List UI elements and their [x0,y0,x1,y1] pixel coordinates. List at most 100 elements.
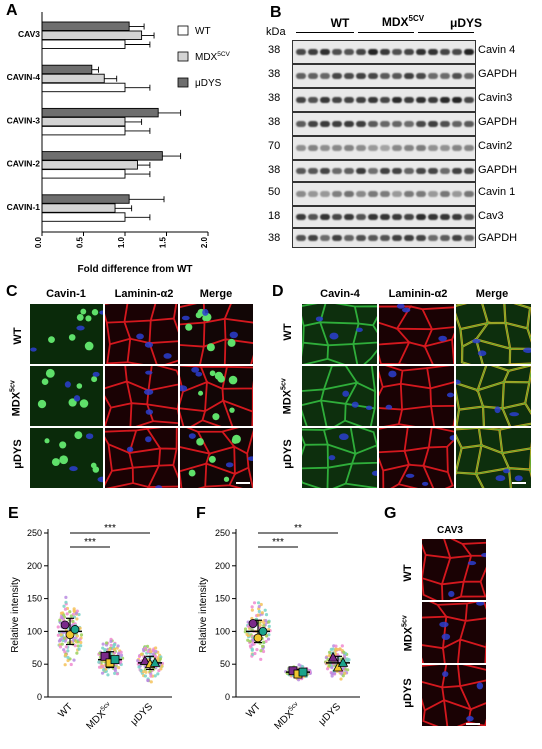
micrograph-c-r1-c1-image [105,366,178,426]
kda-marker: 70 [268,140,281,152]
blot-band [392,190,402,198]
data-point [262,640,266,644]
micrograph-g-r0 [422,539,486,600]
y-tick-label: 150 [27,594,42,604]
blot-strip [292,88,476,112]
data-point [65,612,69,616]
blot-band [296,168,306,174]
blot-band [368,96,378,104]
blot-band [296,96,306,104]
kda-marker: 38 [268,116,281,128]
micrograph-d-r0-c0 [302,304,377,364]
data-point [253,651,257,656]
x-tick-label: 0.0 [34,236,43,248]
blot-band [392,168,402,174]
blot-band [428,120,438,128]
micrograph-d-r2-c1-image [379,428,454,488]
blot-band [356,144,366,152]
blot-band [392,214,402,220]
blot-band [440,144,450,152]
blot-band [296,72,306,80]
data-point [60,642,64,646]
blot-band [320,214,330,220]
blot-label: GAPDH [478,232,518,244]
blot-strip [292,40,476,64]
data-point [260,611,264,615]
data-point [113,671,117,675]
data-point [106,673,110,677]
data-point [259,602,263,607]
data-point [267,627,271,632]
micrograph-d-r0-c0-image [302,304,377,364]
blot-band [296,48,306,56]
blot-band [368,120,378,128]
data-point [340,644,344,648]
blot-band [392,235,402,241]
blot-band [344,168,354,174]
bar-mdx5cv-cavin-2 [41,160,138,170]
data-point [104,641,109,645]
x-tick-label: WT [244,701,263,720]
blot-band [380,235,390,241]
blot-band [308,190,318,198]
legend-sup: 5CV [217,51,230,58]
data-point [256,613,260,617]
mouse-mean-marker [337,657,349,667]
data-point [341,674,345,678]
blot-band [416,120,426,128]
kda-marker: 38 [268,44,281,56]
blot-band [380,120,390,128]
blot-band [416,235,426,241]
micrograph-c-r0-c1 [105,304,178,364]
mouse-mean-marker [253,633,263,643]
bar-μdys-cavin-2 [41,151,163,161]
x-tick-label: 2.0 [200,236,209,248]
data-point [327,663,331,667]
blot-band [416,48,426,56]
micrograph-c-r1-c2-image [180,366,253,426]
blot-band [464,72,474,80]
data-point [149,680,153,684]
micrograph-g-r0-image [422,539,486,600]
x-tick-label: MDX5cv [84,700,116,732]
kda-marker: 18 [268,210,281,222]
data-point [248,644,252,648]
kda-marker: 38 [268,232,281,244]
panel-letter-d: D [272,283,284,300]
blot-band [428,235,438,241]
data-point [72,658,76,662]
micrograph-d-r0-c1 [379,304,454,364]
data-point [255,647,259,652]
blot-band [308,214,318,220]
x-axis-label: Fold difference from WT [78,264,193,275]
blot-band [356,96,366,104]
bar-mdx5cv-cavin-1 [41,203,116,213]
blot-label: Cav3 [478,210,504,222]
micrograph-c-r0-c2-image [180,304,253,364]
data-point [158,657,162,661]
blot-band [440,214,450,220]
data-point [243,627,248,631]
data-point [338,647,342,651]
x-tick-label: 1.5 [159,236,168,248]
blot-band [344,96,354,104]
data-point [326,667,330,671]
data-point [330,674,334,678]
blot-band [452,214,462,220]
micrograph-d-r0-c1-image [379,304,454,364]
blot-band [308,48,318,56]
data-point [143,674,148,678]
blot-band [332,120,342,128]
blot-band [392,144,402,152]
data-point [101,646,105,650]
group-line-mdx [358,32,414,33]
blot-label: Cavin2 [478,140,513,152]
data-point [252,601,257,605]
micrograph-c-r1-c0-image [30,366,103,426]
blot-band [404,168,414,174]
data-point [262,624,266,628]
data-point [151,652,155,656]
blot-band [320,96,330,104]
data-point [77,647,81,651]
blot-band [356,190,366,198]
